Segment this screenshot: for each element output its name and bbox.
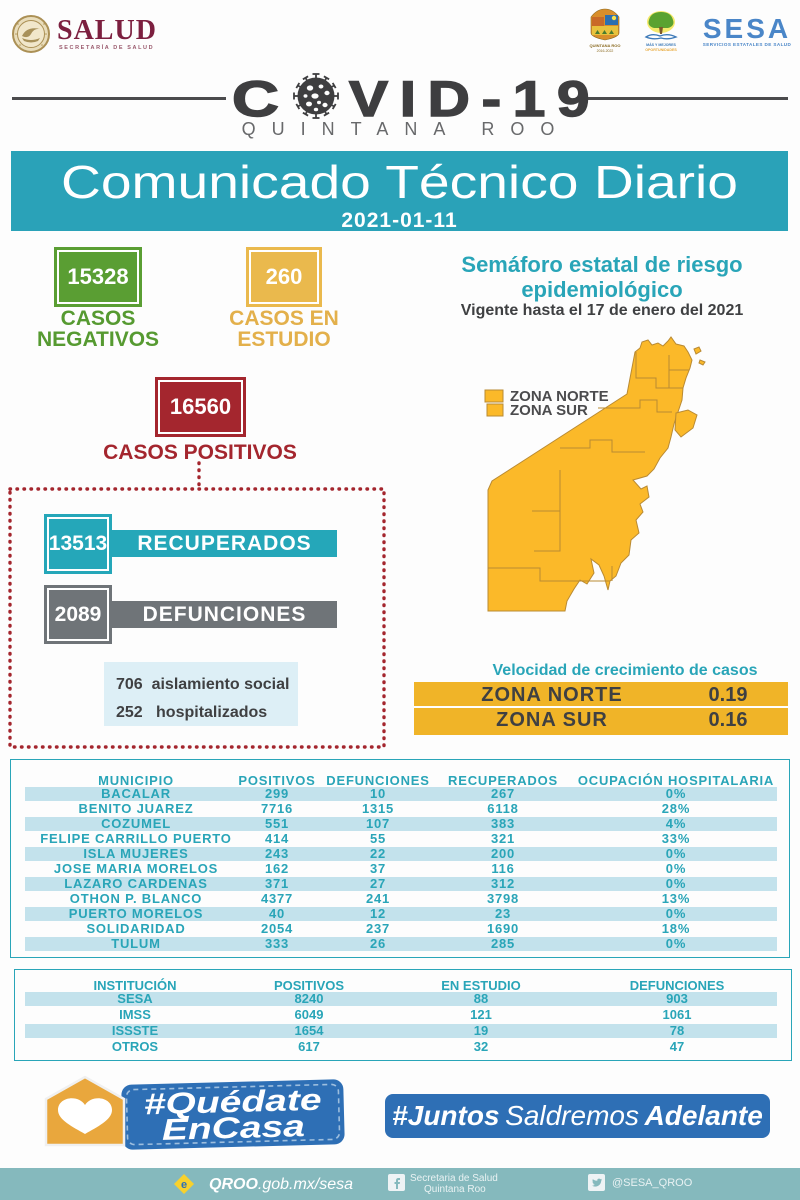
svg-text:2016-2022: 2016-2022 <box>597 49 614 53</box>
svg-text:ZONA NORTE: ZONA NORTE <box>510 388 609 405</box>
svg-text:OPORTUNIDADES: OPORTUNIDADES <box>645 48 677 52</box>
svg-text:ZONA SUR: ZONA SUR <box>510 402 588 419</box>
svg-text:e: e <box>181 1179 187 1191</box>
svg-text:MÁS Y MEJORES: MÁS Y MEJORES <box>646 42 676 47</box>
svg-text:QUINTANA ROO: QUINTANA ROO <box>590 43 621 48</box>
